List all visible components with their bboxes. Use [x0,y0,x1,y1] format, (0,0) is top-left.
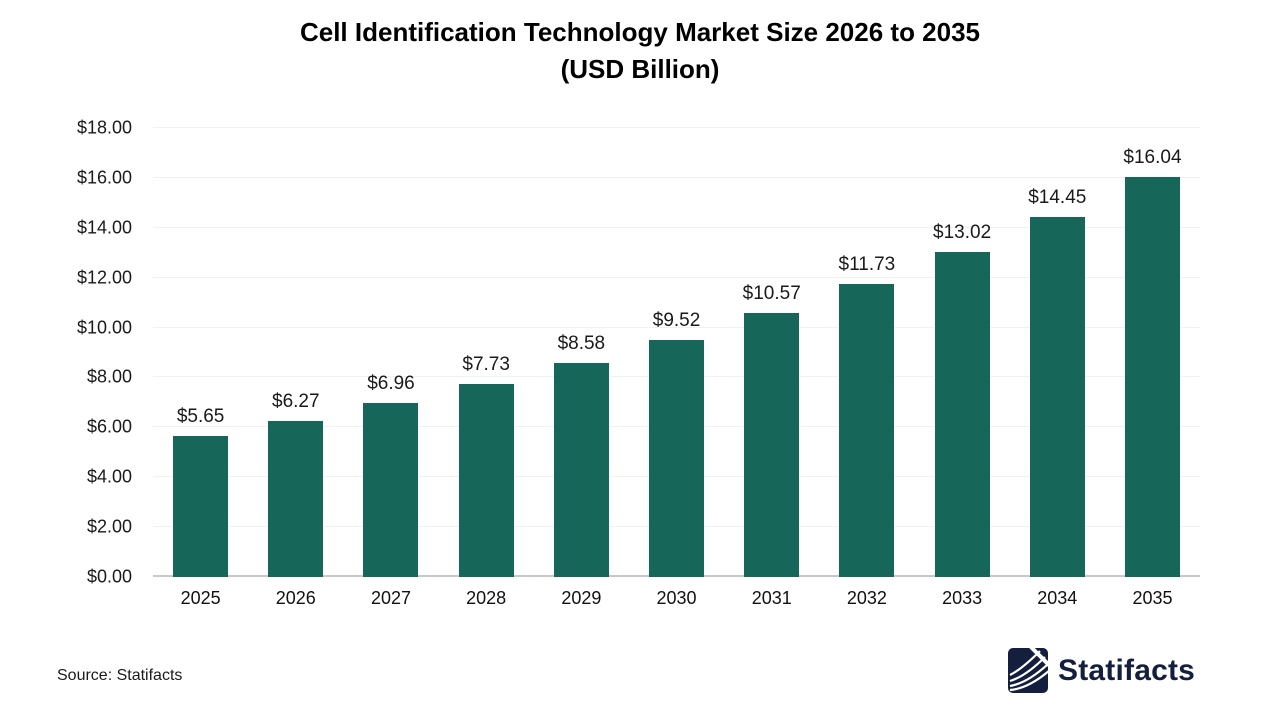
bar-slot: $5.65 2025 [153,128,248,608]
bar-value-label: $6.96 [367,373,415,395]
bar-slot: $9.52 2030 [629,128,724,608]
gridline [153,276,1200,278]
chart-title-line1: Cell Identification Technology Market Si… [299,17,981,47]
y-tick-label: $16.00 [76,167,132,188]
plot-area: $5.65 2025 $6.27 2026 $6.96 2027 $7.73 2028 $8.5… [153,127,1200,608]
bar [458,384,514,577]
y-tick-label: $8.00 [86,366,132,387]
bar-slot: $6.27 2026 [248,128,343,608]
bar-value-label: $16.04 [1123,146,1182,168]
bar-slot: $16.04 2035 [1105,128,1200,608]
bar [363,403,419,577]
bar-value-label: $14.45 [1028,186,1087,208]
bar [268,420,324,577]
bar [553,362,609,577]
y-tick-label: $12.00 [76,267,132,288]
bar-slot: $8.58 2029 [534,128,629,608]
chart-title: Cell Identification Technology Market Si… [0,14,1280,88]
bar [839,284,895,577]
y-tick-label: $6.00 [86,416,132,437]
x-tick-label: 2034 [1037,588,1078,608]
bar-value-label: $7.73 [462,354,510,376]
x-tick-label: 2035 [1132,588,1173,608]
x-tick-label: 2026 [275,588,316,608]
source-note: Source: Statifacts [57,667,183,684]
x-tick-label: 2028 [466,588,507,608]
chart-title-line2: (USD Billion) [560,54,720,84]
bars-row: $5.65 2025 $6.27 2026 $6.96 2027 $7.73 2028 $8.5… [153,128,1200,608]
bar-value-label: $6.27 [272,390,320,412]
y-tick-label: $18.00 [76,117,132,138]
x-tick-label: 2025 [180,588,221,608]
gridline [153,326,1200,328]
bar-slot: $10.57 2031 [724,128,819,608]
bar-value-label: $9.52 [652,309,701,331]
y-tick-label: $10.00 [76,317,132,338]
x-tick-label: 2032 [846,588,887,608]
brand-logo-text: Statifacts [1058,653,1196,687]
bar-slot: $13.02 2033 [915,128,1010,608]
bar-value-label: $5.65 [176,406,225,428]
x-tick-label: 2031 [751,588,792,608]
bar-value-label: $11.73 [838,254,896,276]
gridline [153,127,1200,128]
y-tick-label: $14.00 [76,217,132,238]
bar [173,436,229,577]
bar-value-label: $10.57 [742,283,801,305]
gridline [153,176,1200,178]
y-tick-label: $0.00 [86,566,132,587]
bar-value-label: $8.58 [557,332,606,354]
x-tick-label: 2030 [656,588,697,608]
bar-slot: $14.45 2034 [1010,128,1105,608]
bar [649,339,705,577]
y-tick-label: $4.00 [86,466,132,487]
bar-slot: $11.73 2032 [819,128,914,608]
brand-logo: Statifacts [1008,648,1195,693]
gridline [153,226,1200,228]
bar-value-label: $13.02 [933,222,992,244]
bar-slot: $6.96 2027 [343,128,438,608]
y-axis: $0.00 $2.00 $4.00 $6.00 $8.00 $10.00 $12.00 $14… [0,118,132,587]
y-tick-label: $2.00 [86,516,132,537]
bar [934,252,990,577]
bar-slot: $7.73 2028 [439,128,534,608]
x-tick-label: 2029 [561,588,602,608]
bar [1124,176,1180,577]
x-tick-label: 2027 [370,588,411,608]
bar [1029,216,1085,577]
bar [744,313,800,577]
x-tick-label: 2033 [942,588,983,608]
statifacts-waves-icon [1008,648,1048,693]
